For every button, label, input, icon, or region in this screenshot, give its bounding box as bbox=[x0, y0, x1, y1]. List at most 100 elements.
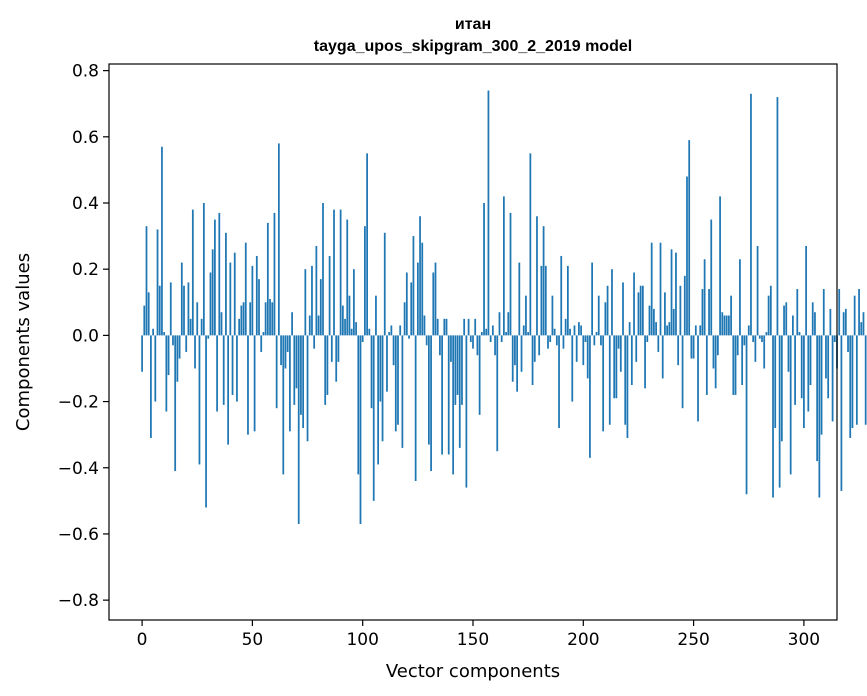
bar-306 bbox=[816, 335, 819, 462]
bar-76 bbox=[308, 315, 311, 336]
bar-78 bbox=[313, 335, 316, 349]
y-tick-label: 0.4 bbox=[72, 194, 99, 214]
bar-140 bbox=[450, 335, 452, 362]
bar-236 bbox=[661, 335, 664, 379]
bar-102 bbox=[366, 153, 368, 336]
bar-14 bbox=[172, 335, 174, 346]
bar-43 bbox=[236, 335, 238, 402]
bar-225 bbox=[637, 292, 640, 336]
bar-59 bbox=[271, 302, 274, 336]
bar-239 bbox=[668, 322, 671, 336]
bar-75 bbox=[306, 335, 309, 442]
bar-121 bbox=[408, 335, 410, 339]
bar-7 bbox=[156, 229, 159, 336]
bar-3 bbox=[147, 292, 150, 336]
bar-64 bbox=[282, 335, 285, 475]
bar-203 bbox=[589, 335, 591, 458]
x-tick-label: 150 bbox=[457, 630, 489, 650]
bar-117 bbox=[399, 325, 402, 336]
bar-88 bbox=[335, 335, 338, 382]
bar-50 bbox=[251, 265, 254, 336]
bar-130 bbox=[428, 335, 430, 445]
bar-48 bbox=[247, 335, 249, 435]
bar-168 bbox=[511, 335, 514, 382]
bar-255 bbox=[703, 259, 706, 336]
bar-241 bbox=[672, 308, 675, 336]
bar-198 bbox=[578, 322, 580, 336]
bar-110 bbox=[383, 232, 386, 336]
bar-189 bbox=[558, 335, 560, 429]
bar-157 bbox=[487, 90, 490, 336]
bar-31 bbox=[209, 272, 212, 336]
bar-179 bbox=[536, 216, 538, 336]
bar-170 bbox=[516, 335, 518, 392]
bar-254 bbox=[701, 289, 704, 336]
bar-108 bbox=[379, 335, 382, 402]
x-tick-label: 300 bbox=[788, 630, 820, 650]
bar-178 bbox=[533, 335, 536, 362]
bar-195 bbox=[571, 335, 574, 402]
bar-60 bbox=[273, 212, 276, 336]
bar-243 bbox=[677, 335, 680, 366]
bar-120 bbox=[405, 272, 408, 336]
bar-163 bbox=[500, 335, 503, 342]
bar-44 bbox=[238, 318, 241, 336]
bar-211 bbox=[606, 285, 609, 336]
bar-99 bbox=[359, 335, 362, 525]
bar-155 bbox=[483, 203, 485, 336]
bar-319 bbox=[844, 308, 847, 336]
bar-237 bbox=[664, 292, 666, 336]
y-tick-label: −0.4 bbox=[58, 459, 99, 479]
bar-246 bbox=[683, 275, 686, 336]
bar-154 bbox=[480, 332, 483, 336]
bar-290 bbox=[780, 335, 783, 442]
bar-158 bbox=[489, 335, 492, 342]
bar-296 bbox=[794, 335, 796, 405]
bar-320 bbox=[847, 335, 849, 352]
bar-186 bbox=[551, 295, 554, 336]
bar-159 bbox=[491, 325, 494, 336]
bar-91 bbox=[341, 305, 344, 336]
bar-185 bbox=[549, 335, 552, 342]
bar-57 bbox=[266, 222, 269, 336]
bar-190 bbox=[560, 255, 563, 336]
bar-98 bbox=[357, 335, 360, 475]
bar-193 bbox=[566, 265, 569, 336]
chart-subtitle: tayga_upos_skipgram_300_2_2019 model bbox=[314, 38, 632, 55]
bar-258 bbox=[710, 219, 713, 336]
bar-142 bbox=[454, 335, 457, 405]
bar-137 bbox=[443, 318, 446, 336]
bar-297 bbox=[796, 289, 799, 336]
bar-10 bbox=[163, 332, 166, 336]
bar-153 bbox=[478, 335, 481, 415]
bar-51 bbox=[253, 335, 256, 432]
bar-129 bbox=[425, 335, 428, 346]
bar-261 bbox=[716, 335, 719, 356]
x-tick-label: 0 bbox=[137, 630, 148, 650]
bar-126 bbox=[419, 216, 421, 336]
bar-47 bbox=[244, 242, 247, 336]
bar-245 bbox=[681, 335, 684, 409]
bar-317 bbox=[840, 335, 843, 491]
bar-280 bbox=[758, 335, 761, 339]
bar-173 bbox=[522, 325, 525, 336]
bar-106 bbox=[375, 295, 377, 336]
bar-15 bbox=[174, 335, 177, 472]
bar-188 bbox=[555, 335, 558, 346]
bar-248 bbox=[688, 140, 691, 336]
bar-309 bbox=[822, 289, 825, 336]
bar-151 bbox=[474, 318, 477, 336]
bar-156 bbox=[485, 328, 488, 336]
bar-61 bbox=[275, 335, 278, 409]
bar-70 bbox=[295, 335, 298, 389]
bar-127 bbox=[421, 242, 424, 336]
bar-87 bbox=[333, 209, 335, 336]
bar-222 bbox=[630, 335, 633, 386]
bar-40 bbox=[229, 262, 232, 336]
bar-301 bbox=[805, 246, 807, 336]
y-tick-label: 0.8 bbox=[72, 62, 99, 82]
bar-166 bbox=[507, 312, 510, 336]
bar-65 bbox=[284, 335, 287, 369]
bar-118 bbox=[401, 335, 404, 448]
bar-216 bbox=[617, 335, 620, 349]
